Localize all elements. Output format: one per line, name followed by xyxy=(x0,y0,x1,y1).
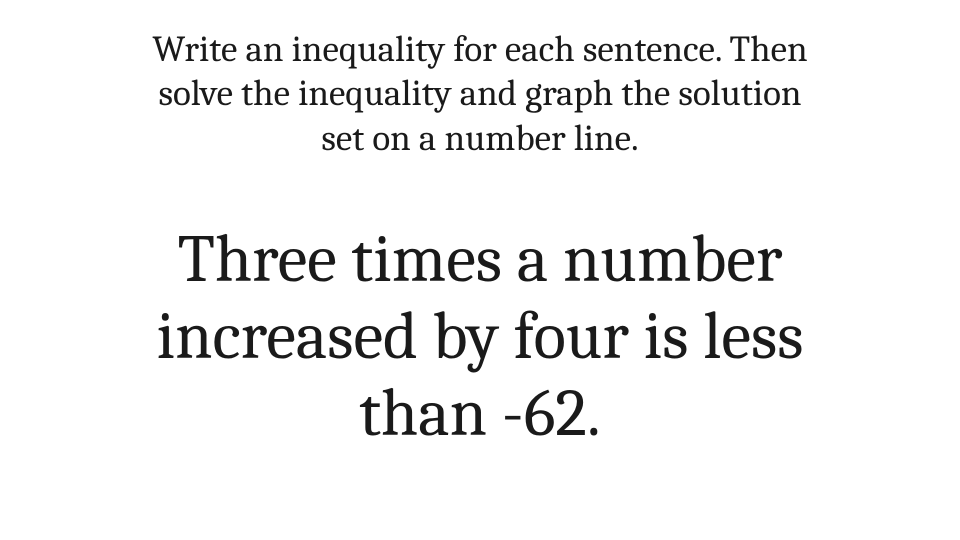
instruction-line-1: Write an inequality for each sentence. T… xyxy=(65,28,895,72)
problem-line-2: increased by four is less xyxy=(65,298,895,375)
problem-line-3: than -62. xyxy=(65,375,895,452)
problem-line-1: Three times a number xyxy=(65,221,895,298)
problem-text: Three times a number increased by four i… xyxy=(65,221,895,452)
instruction-line-3: set on a number line. xyxy=(65,117,895,161)
instruction-line-2: solve the inequality and graph the solut… xyxy=(65,72,895,116)
instruction-text: Write an inequality for each sentence. T… xyxy=(65,28,895,161)
